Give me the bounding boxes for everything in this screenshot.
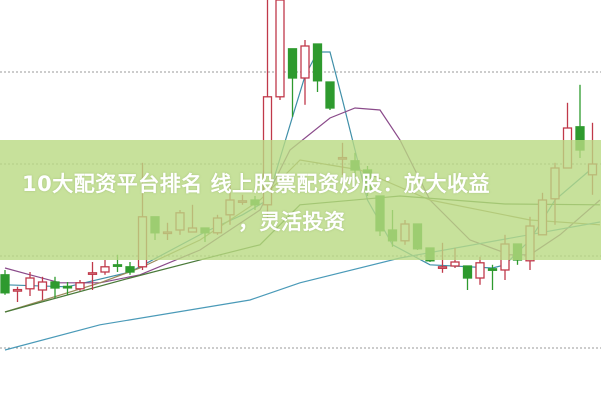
candle-up: [275, 0, 285, 98]
banner-title-line2: ，灵活投资: [238, 210, 346, 234]
candle-down: [0, 274, 10, 294]
candle-up: [37, 281, 48, 291]
candle-up: [25, 277, 35, 290]
candle-up: [450, 261, 460, 267]
candle-up: [100, 266, 110, 273]
candle-down: [312, 43, 323, 82]
candle-up: [437, 266, 448, 269]
candle-up: [75, 282, 85, 290]
candle-up: [12, 288, 23, 292]
candle-up: [87, 272, 98, 275]
candle-down: [462, 265, 473, 279]
candle-down: [62, 285, 73, 289]
candle-down: [287, 48, 298, 79]
candle-down: [487, 268, 498, 271]
banner-title-line1: 10大配资平台排名 线上股票配资炒股：放大收益: [22, 172, 491, 196]
candle-up: [475, 262, 485, 279]
candle-down: [112, 264, 123, 267]
candle-up: [300, 45, 310, 79]
candle-down: [125, 266, 135, 273]
candle-down: [325, 81, 335, 109]
title-banner: [0, 140, 601, 260]
candle-down: [50, 281, 60, 289]
